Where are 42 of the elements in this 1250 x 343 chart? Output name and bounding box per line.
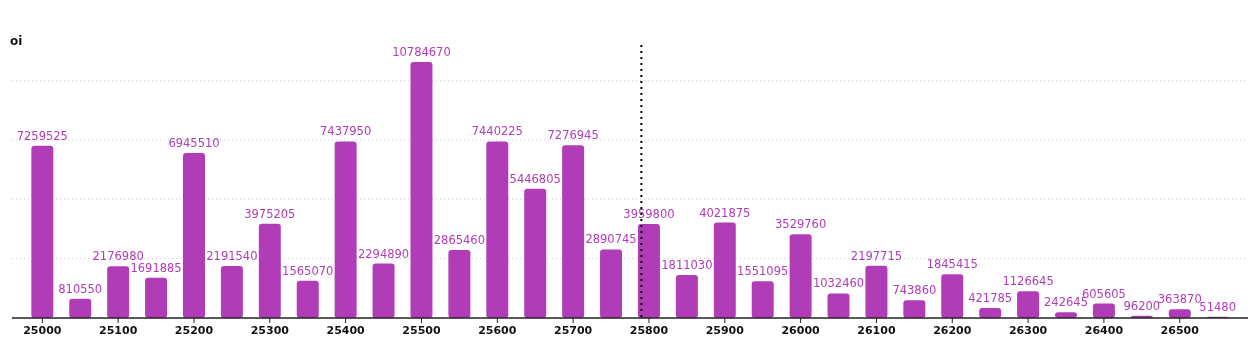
x-tick-label: 25700 — [553, 324, 593, 337]
data-label: 743860 — [892, 283, 937, 298]
data-label: 6945510 — [168, 136, 220, 151]
x-tick-label: 25600 — [478, 324, 517, 337]
x-tick-label: 26200 — [933, 324, 972, 337]
data-label: 7259525 — [16, 128, 68, 143]
data-label: 7437950 — [320, 124, 372, 139]
data-label: 2865460 — [433, 232, 485, 247]
x-tick-label: 25400 — [326, 324, 366, 337]
data-label: 1565070 — [282, 263, 334, 278]
y-axis-title: oi — [10, 34, 23, 48]
x-tick-label: 25800 — [629, 324, 669, 337]
x-tick-label: 25200 — [174, 324, 214, 337]
data-label: 2191540 — [206, 248, 258, 263]
x-tick-label: 25300 — [250, 324, 290, 337]
x-tick-label: 26300 — [1008, 324, 1048, 337]
x-tick-label: 26000 — [781, 324, 821, 337]
data-label: 5446805 — [509, 171, 561, 186]
x-tick-label: 26500 — [1160, 324, 1200, 337]
data-label: 1551095 — [737, 264, 789, 279]
x-tick-label: 25500 — [402, 324, 441, 337]
data-label: 7440225 — [471, 124, 523, 139]
x-tick-label: 26100 — [857, 324, 896, 337]
data-label: 1845415 — [926, 257, 978, 272]
data-label: 3975205 — [244, 206, 296, 221]
data-label: 1126645 — [1002, 274, 1054, 289]
data-label: 810550 — [58, 281, 103, 296]
x-tick-label: 25900 — [705, 324, 745, 337]
data-label: 2197715 — [850, 248, 903, 263]
data-label: 7276945 — [547, 128, 599, 143]
data-label: 3959800 — [623, 207, 675, 221]
x-tick-label: 25100 — [99, 324, 138, 337]
data-label: 1811030 — [661, 258, 713, 273]
data-label: 1032460 — [812, 276, 865, 291]
x-tick-label: 26400 — [1084, 324, 1124, 337]
data-label: 2294890 — [357, 246, 410, 261]
data-label: 421785 — [968, 290, 1013, 305]
data-label: 4021875 — [699, 205, 751, 220]
data-label: 10784670 — [392, 44, 451, 59]
x-tick-label: 25000 — [23, 324, 62, 337]
data-label: 2890745 — [585, 232, 637, 247]
data-label: 3529760 — [775, 217, 827, 232]
